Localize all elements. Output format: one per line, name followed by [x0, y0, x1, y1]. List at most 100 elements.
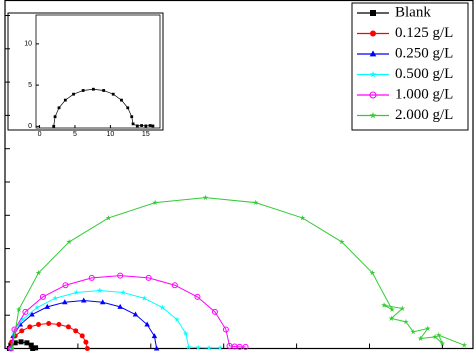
data-point	[126, 106, 130, 110]
data-point	[369, 269, 376, 276]
legend-label: 0.500 g/L	[395, 66, 453, 82]
data-point	[388, 315, 395, 321]
data-point	[53, 115, 57, 119]
legend-marker	[369, 70, 377, 78]
legend-marker	[369, 111, 377, 119]
data-point	[144, 124, 148, 128]
data-point	[217, 344, 223, 351]
data-point	[80, 297, 87, 303]
data-point	[39, 293, 46, 300]
data-point	[141, 295, 148, 301]
data-point	[81, 89, 85, 92]
data-point	[12, 340, 18, 346]
plot-frame	[4, 0, 474, 350]
data-point	[91, 87, 95, 91]
data-point	[195, 344, 202, 350]
data-point	[182, 330, 189, 336]
legend-label: Blank	[395, 4, 431, 20]
data-point	[206, 344, 212, 351]
data-point	[79, 333, 85, 339]
data-point	[24, 340, 30, 346]
data-point	[102, 89, 106, 92]
legend-marker	[369, 91, 377, 99]
legend-label: 1.000 g/L	[395, 86, 453, 102]
data-point	[57, 106, 61, 110]
series-line	[10, 290, 221, 349]
data-point	[65, 324, 71, 330]
data-point	[403, 318, 409, 325]
data-point	[88, 274, 95, 281]
data-point	[35, 269, 42, 276]
data-point	[174, 316, 180, 322]
inset-frame	[35, 14, 161, 129]
series-line	[9, 323, 88, 349]
data-point	[44, 303, 51, 309]
data-point	[194, 293, 201, 300]
legend-marker	[370, 30, 376, 37]
data-point	[145, 274, 152, 281]
data-point	[52, 124, 56, 128]
data-point	[120, 289, 126, 295]
y-tick-label: 0	[28, 123, 32, 130]
data-point	[299, 214, 306, 221]
data-point	[148, 124, 152, 127]
data-point	[83, 339, 89, 345]
data-point	[252, 199, 259, 206]
data-point	[202, 194, 209, 201]
data-point	[84, 346, 90, 351]
data-point	[96, 287, 103, 293]
data-point	[417, 335, 424, 341]
x-tick-label: 15	[142, 131, 150, 138]
data-point	[29, 311, 35, 317]
legend-marker	[369, 50, 377, 57]
series-line	[11, 197, 465, 349]
data-point	[9, 345, 16, 351]
data-point	[144, 321, 150, 327]
data-point	[56, 322, 62, 328]
data-point	[140, 124, 143, 127]
data-point	[62, 282, 69, 289]
data-point	[435, 332, 442, 338]
data-point	[11, 326, 18, 333]
x-tick-label: 10	[107, 131, 115, 138]
data-point	[46, 321, 52, 327]
data-point	[153, 345, 160, 351]
data-point	[399, 305, 406, 311]
data-point	[99, 299, 106, 305]
x-tick-label: 0	[38, 131, 42, 138]
data-point	[18, 339, 24, 345]
data-point	[34, 304, 40, 310]
data-point	[410, 328, 417, 335]
legend-label: 0.125 g/L	[395, 25, 453, 41]
data-point	[159, 304, 166, 310]
data-point	[242, 343, 249, 350]
data-point	[16, 306, 22, 312]
data-point	[130, 115, 134, 119]
data-point	[131, 122, 135, 126]
y-tick-label: 10	[24, 41, 32, 48]
data-point	[105, 214, 112, 221]
data-point	[439, 340, 446, 346]
data-point	[27, 324, 33, 330]
legend-label: 2.000 g/L	[395, 107, 453, 123]
data-point	[19, 328, 25, 334]
data-point	[63, 98, 67, 102]
data-point	[381, 302, 387, 308]
data-point	[120, 98, 123, 102]
y-tick-label: 5	[28, 82, 32, 89]
data-point	[117, 272, 124, 279]
data-point	[73, 328, 79, 334]
data-point	[28, 342, 34, 348]
data-point	[152, 199, 159, 206]
data-point	[185, 344, 192, 350]
data-point	[151, 124, 155, 128]
data-point	[171, 282, 178, 289]
data-point	[30, 346, 36, 351]
data-point	[66, 238, 72, 245]
data-point	[432, 333, 438, 340]
data-point	[222, 326, 229, 333]
data-point	[389, 306, 395, 312]
data-point	[52, 295, 59, 301]
legend-marker	[370, 10, 376, 16]
